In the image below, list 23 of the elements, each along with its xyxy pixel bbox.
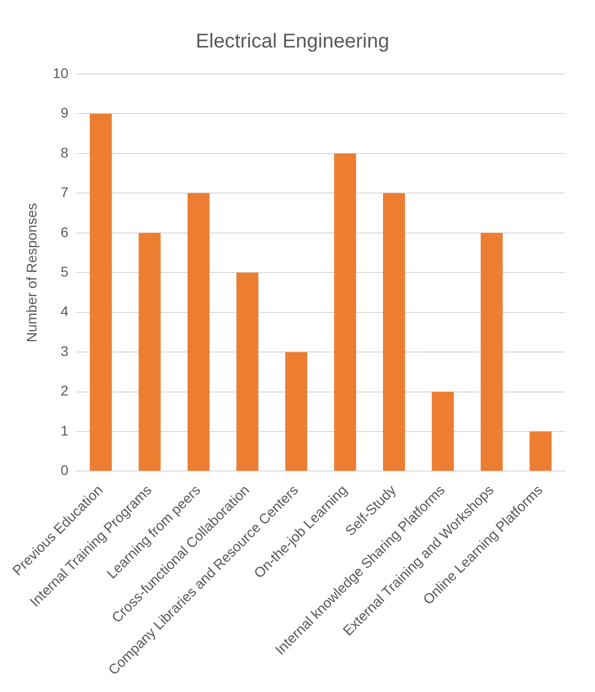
y-tick-label: 10 <box>52 64 69 81</box>
y-tick-label: 0 <box>60 462 69 478</box>
y-tick-label: 3 <box>60 342 69 359</box>
y-axis-title: Number of Responses <box>23 202 40 342</box>
bar <box>480 232 503 471</box>
y-tick-label: 4 <box>60 303 69 320</box>
bar <box>432 392 454 471</box>
bar <box>382 193 405 471</box>
bar <box>334 153 356 471</box>
bar <box>90 114 112 471</box>
bar <box>285 352 308 471</box>
y-tick-label: 7 <box>60 184 69 200</box>
y-tick-label: 6 <box>60 224 69 240</box>
y-tick-label: 2 <box>60 382 69 399</box>
bar <box>188 193 210 471</box>
y-tick-label: 1 <box>60 422 69 438</box>
y-tick-label: 5 <box>60 263 69 280</box>
y-tick-label: 8 <box>60 144 69 160</box>
chart-title: Electrical Engineering <box>196 30 390 53</box>
bar <box>530 432 552 471</box>
y-tick-label: 9 <box>60 104 69 121</box>
bar <box>236 272 258 471</box>
bar <box>138 232 161 471</box>
